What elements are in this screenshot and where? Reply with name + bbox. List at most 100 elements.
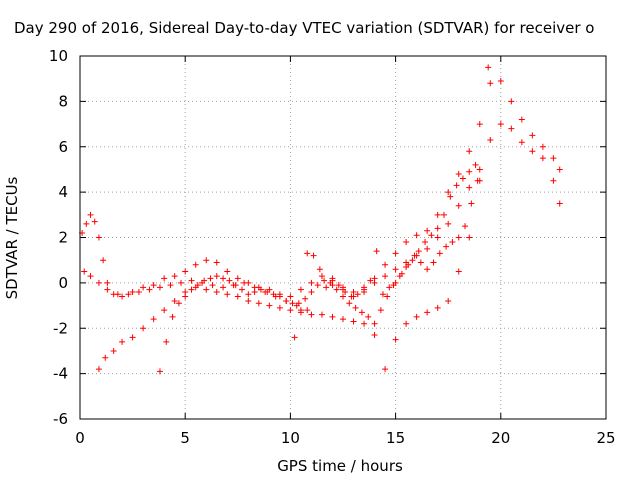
data-point	[358, 309, 365, 316]
data-point	[245, 298, 252, 305]
data-point	[550, 155, 557, 162]
data-point	[188, 277, 195, 284]
data-point	[213, 273, 220, 280]
data-point	[177, 279, 184, 286]
data-point	[104, 286, 111, 293]
y-axis-label: SDTVAR / TECUs	[3, 176, 21, 299]
data-point	[333, 286, 340, 293]
data-point	[192, 261, 199, 268]
x-tick-label: 15	[386, 429, 405, 447]
data-point	[87, 211, 94, 218]
data-point	[466, 184, 473, 191]
data-point	[518, 116, 525, 123]
data-point	[291, 334, 298, 341]
data-point	[556, 166, 563, 173]
data-point	[455, 268, 462, 275]
data-point	[110, 347, 117, 354]
data-point	[297, 307, 304, 314]
data-point	[201, 277, 208, 284]
data-point	[466, 168, 473, 175]
data-point	[81, 268, 88, 275]
data-point	[318, 273, 325, 280]
data-point	[447, 193, 454, 200]
data-point	[182, 268, 189, 275]
data-point	[348, 293, 355, 300]
data-point	[476, 166, 483, 173]
data-point	[140, 325, 147, 332]
data-point	[340, 316, 346, 323]
data-point	[413, 313, 420, 320]
data-point	[161, 275, 168, 282]
data-point	[392, 279, 399, 286]
data-point	[125, 291, 132, 298]
data-points	[79, 64, 563, 375]
data-point	[83, 220, 90, 227]
data-point	[234, 275, 241, 282]
data-point	[350, 288, 357, 295]
data-point	[241, 279, 248, 286]
data-point	[556, 200, 563, 207]
data-point	[287, 307, 294, 314]
data-point	[424, 227, 431, 234]
data-point	[443, 243, 450, 250]
data-point	[266, 302, 273, 309]
x-tick-label: 5	[180, 429, 190, 447]
data-point	[466, 148, 473, 155]
data-point	[398, 270, 405, 277]
data-point	[295, 300, 302, 307]
data-point	[413, 232, 420, 239]
data-point	[518, 139, 525, 146]
data-point	[323, 284, 330, 291]
y-tick-label: 6	[58, 138, 68, 156]
data-point	[440, 211, 447, 218]
data-point	[487, 80, 494, 87]
data-point	[445, 298, 452, 305]
data-point	[224, 268, 231, 275]
data-point	[287, 293, 294, 300]
data-point	[297, 286, 304, 293]
axis-ticks	[79, 55, 607, 420]
data-point	[466, 234, 473, 241]
data-point	[382, 366, 389, 373]
data-point	[171, 298, 178, 305]
x-tick-label: 0	[75, 429, 85, 447]
data-point	[379, 291, 386, 298]
data-point	[508, 98, 515, 105]
data-point	[321, 277, 328, 284]
data-point	[462, 223, 469, 230]
data-point	[104, 279, 111, 286]
data-point	[354, 291, 361, 298]
data-point	[417, 259, 424, 266]
data-point	[329, 277, 336, 284]
y-tick-label: -2	[53, 319, 68, 337]
data-point	[449, 239, 456, 246]
data-point	[207, 275, 214, 282]
data-point	[367, 277, 374, 284]
data-point	[119, 338, 126, 345]
data-point	[245, 291, 252, 298]
data-point	[436, 250, 443, 257]
data-point	[213, 259, 220, 266]
data-point	[382, 261, 389, 268]
data-point	[409, 257, 416, 264]
data-point	[188, 286, 195, 293]
data-point	[405, 261, 412, 268]
data-point	[310, 252, 317, 259]
data-point	[472, 161, 479, 168]
data-point	[163, 338, 170, 345]
data-point	[497, 77, 504, 84]
data-point	[213, 288, 220, 295]
data-point	[114, 291, 121, 298]
data-point	[220, 284, 227, 291]
data-point	[434, 211, 441, 218]
data-point	[371, 279, 378, 286]
data-point	[428, 232, 435, 239]
data-point	[234, 293, 241, 300]
data-point	[539, 155, 546, 162]
data-point	[150, 316, 157, 323]
data-point	[289, 300, 296, 307]
data-point	[209, 282, 216, 289]
data-point	[135, 288, 142, 295]
y-tick-label: 0	[58, 274, 68, 292]
